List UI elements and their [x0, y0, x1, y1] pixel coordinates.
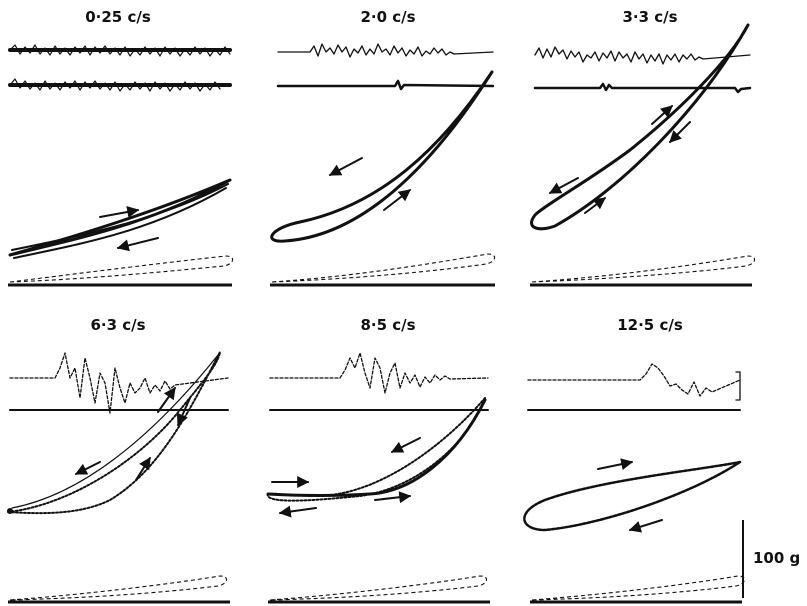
arrow-up-right — [584, 197, 606, 214]
panel-8-5: 8·5 c/s — [266, 316, 490, 604]
loop — [7, 351, 221, 515]
arrow-down-left — [74, 461, 101, 475]
arrow-down-left — [176, 397, 191, 427]
arrow-down-left — [328, 157, 363, 176]
upper-trace — [9, 352, 229, 414]
upper-trace — [534, 46, 751, 65]
lower-trace-noise — [9, 78, 221, 92]
panel-2-0: 2·0 c/s — [270, 8, 496, 287]
arrow-down-left — [548, 177, 579, 194]
dashed-loop — [531, 255, 756, 283]
upper-trace-noise — [9, 44, 231, 57]
arrow-down-left — [390, 437, 421, 453]
loop-inner — [11, 354, 219, 509]
loop — [270, 70, 494, 243]
upper-trace-end-mark — [735, 371, 741, 401]
dashed-loop — [269, 575, 488, 601]
panel-0-25: 0·25 c/s — [8, 8, 234, 287]
loop — [8, 178, 232, 257]
arrow-right — [597, 458, 634, 471]
lower-trace — [533, 82, 752, 94]
panel-title: 0·25 c/s — [85, 8, 151, 26]
dashed-loop — [531, 575, 746, 601]
arrow-down-left — [669, 121, 691, 143]
upper-trace — [277, 43, 494, 58]
loop-band — [11, 183, 229, 259]
panel-title: 12·5 c/s — [617, 316, 683, 334]
lower-trace — [276, 79, 495, 91]
arrow-right — [374, 491, 412, 504]
panel-12-5: 12·5 c/s — [523, 316, 746, 604]
dashed-loop — [271, 253, 496, 283]
arrow-up-right — [383, 189, 411, 211]
arrow-up-right — [135, 456, 151, 481]
panel-title: 8·5 c/s — [360, 316, 415, 334]
upper-trace — [527, 363, 741, 397]
panel-6-3: 6·3 c/s — [7, 316, 230, 604]
arrow-left — [116, 237, 159, 252]
panel-title: 3·3 c/s — [622, 8, 677, 26]
panel-title: 6·3 c/s — [90, 316, 145, 334]
panel-3-3: 3·3 c/s — [530, 8, 756, 287]
panel-title: 2·0 c/s — [360, 8, 415, 26]
loop — [530, 23, 750, 231]
arrow-left — [628, 519, 663, 533]
dashed-loop — [9, 255, 234, 283]
arrow-right — [99, 206, 140, 218]
loop — [523, 460, 742, 532]
loop-lower-edge — [266, 398, 487, 497]
arrow-up-right — [651, 105, 673, 125]
loop-start-dot — [7, 508, 13, 514]
arrow-up-right — [157, 387, 176, 413]
arrow-left — [278, 505, 317, 518]
dashed-loop — [9, 575, 228, 601]
loop — [266, 397, 486, 502]
scale-bar: 100 g — [742, 520, 800, 598]
scale-bar-label: 100 g — [753, 549, 800, 567]
upper-trace — [269, 352, 489, 394]
